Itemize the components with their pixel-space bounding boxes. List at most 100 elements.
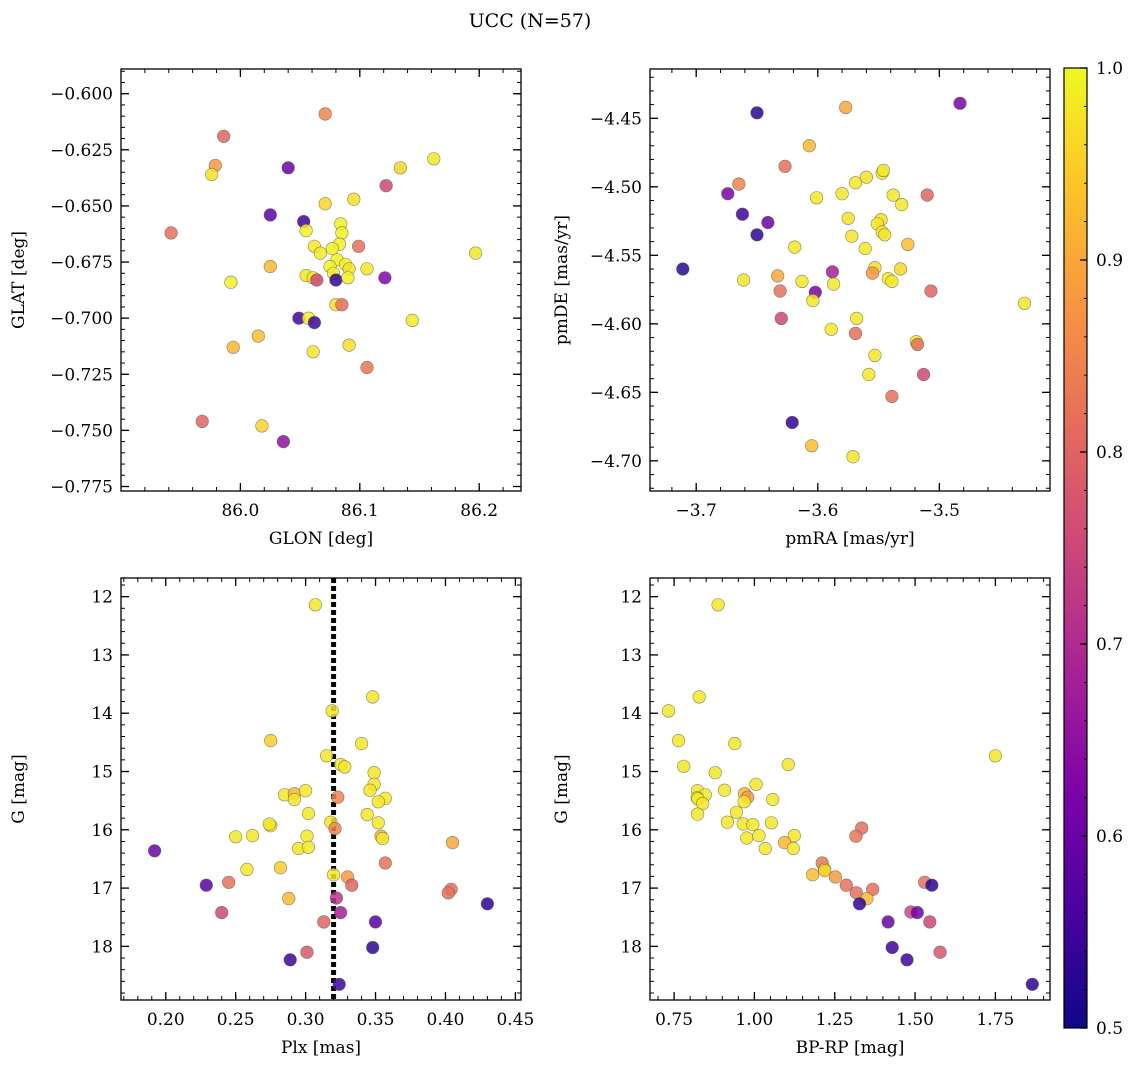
data-point (736, 273, 751, 287)
data-point (264, 733, 278, 748)
data-point (469, 246, 483, 260)
data-point (925, 878, 939, 892)
panel-top-left: 86.0 86.1 86.2 −0.600 −0.625 −0.650 −0.675 −0.7… (9, 68, 522, 549)
y-tick-label: 12 (91, 588, 113, 608)
data-point (263, 208, 277, 222)
colorbar-tick-label: 0.5 (1096, 1019, 1123, 1039)
data-point (205, 167, 219, 182)
data-point (317, 915, 331, 929)
data-point (785, 415, 799, 430)
data-point (761, 215, 775, 230)
data-point (345, 878, 359, 892)
data-point (300, 829, 314, 843)
data-point (910, 905, 924, 920)
data-point (240, 862, 254, 877)
data-point (217, 129, 231, 143)
data-point (839, 100, 853, 114)
x-tick-label: 1.00 (735, 1010, 773, 1030)
y-tick-label: 12 (620, 588, 642, 608)
data-point (148, 844, 162, 858)
y-tick-label: 17 (91, 879, 113, 899)
y-tick-label: −0.725 (50, 365, 113, 385)
y-tick-label: −4.70 (590, 452, 642, 472)
data-point (771, 269, 785, 283)
y-tick-label: 15 (620, 763, 642, 783)
x-tick-label: −3.5 (919, 501, 960, 521)
colorbar: 0.5 0.6 0.7 0.8 0.9 1.0 (1063, 59, 1123, 1039)
data-point (859, 170, 874, 184)
y-tick-label: 13 (91, 646, 113, 666)
colorbar-tick-label: 0.7 (1096, 635, 1123, 655)
data-point (778, 159, 792, 173)
data-point (893, 262, 908, 276)
data-point (331, 790, 345, 804)
x-tick-label: 0.75 (655, 1010, 693, 1030)
data-point (878, 228, 892, 242)
data-point (916, 367, 931, 382)
data-point (441, 886, 455, 900)
data-point (329, 891, 344, 905)
data-point (366, 940, 380, 955)
points (676, 96, 1032, 464)
y-tick-label: 16 (91, 821, 113, 841)
data-point (735, 207, 750, 221)
data-point (1017, 296, 1032, 310)
data-point (287, 792, 302, 807)
data-point (378, 856, 392, 870)
x-tick-label: 86.0 (221, 501, 259, 521)
data-point (375, 831, 390, 846)
colorbar-tick-label: 0.6 (1096, 827, 1123, 847)
data-point (661, 704, 676, 718)
data-point (480, 897, 495, 911)
data-point (276, 435, 291, 449)
data-point (251, 329, 265, 343)
colorbar-tick-label: 1.0 (1096, 59, 1123, 79)
y-axis-label: G [mag] (552, 754, 572, 823)
x-tick-label: 0.25 (217, 1010, 255, 1030)
y-axis-label: G [mag] (9, 754, 29, 823)
y-tick-label: 18 (620, 937, 642, 957)
y-tick-label: −4.55 (590, 246, 642, 266)
data-point (222, 875, 236, 889)
data-point (858, 241, 872, 256)
data-point (781, 757, 795, 772)
data-point (229, 830, 243, 844)
data-point (263, 259, 277, 274)
data-point (805, 439, 819, 453)
x-tick-label: 1.50 (896, 1010, 934, 1030)
data-point (226, 340, 240, 354)
y-tick-label: 17 (620, 879, 642, 899)
data-point (868, 348, 882, 363)
y-tick-label: −0.650 (50, 197, 113, 217)
data-point (752, 828, 766, 843)
y-tick-label: 18 (91, 937, 113, 957)
x-axis-label: BP-RP [mag] (796, 1038, 905, 1058)
data-point (371, 795, 385, 809)
data-point (924, 284, 938, 298)
data-point (299, 224, 313, 238)
x-tick-label: 0.40 (427, 1010, 465, 1030)
data-point (764, 816, 779, 830)
panel-bottom-left: 0.20 0.25 0.30 0.35 0.40 0.45 12 13 14 15 16 17 18 Pl… (9, 577, 534, 1058)
data-point (988, 749, 1003, 763)
x-tick-label: 0.35 (357, 1010, 395, 1030)
data-point (308, 598, 323, 612)
data-point (920, 188, 934, 202)
data-point (826, 277, 841, 291)
data-point (886, 188, 900, 202)
data-point (1025, 977, 1039, 991)
data-point (335, 226, 349, 240)
y-tick-label: 14 (91, 704, 113, 724)
data-point (828, 870, 843, 884)
data-point (215, 905, 229, 920)
data-point (301, 806, 316, 821)
data-point (728, 736, 742, 751)
x-tick-label: −3.6 (797, 501, 838, 521)
data-point (788, 240, 802, 254)
data-point (352, 239, 366, 253)
data-point (708, 766, 722, 780)
colorbar-tick-label: 0.8 (1096, 443, 1123, 463)
data-point (885, 389, 899, 404)
data-point (852, 897, 867, 911)
y-tick-label: −0.700 (50, 309, 113, 329)
